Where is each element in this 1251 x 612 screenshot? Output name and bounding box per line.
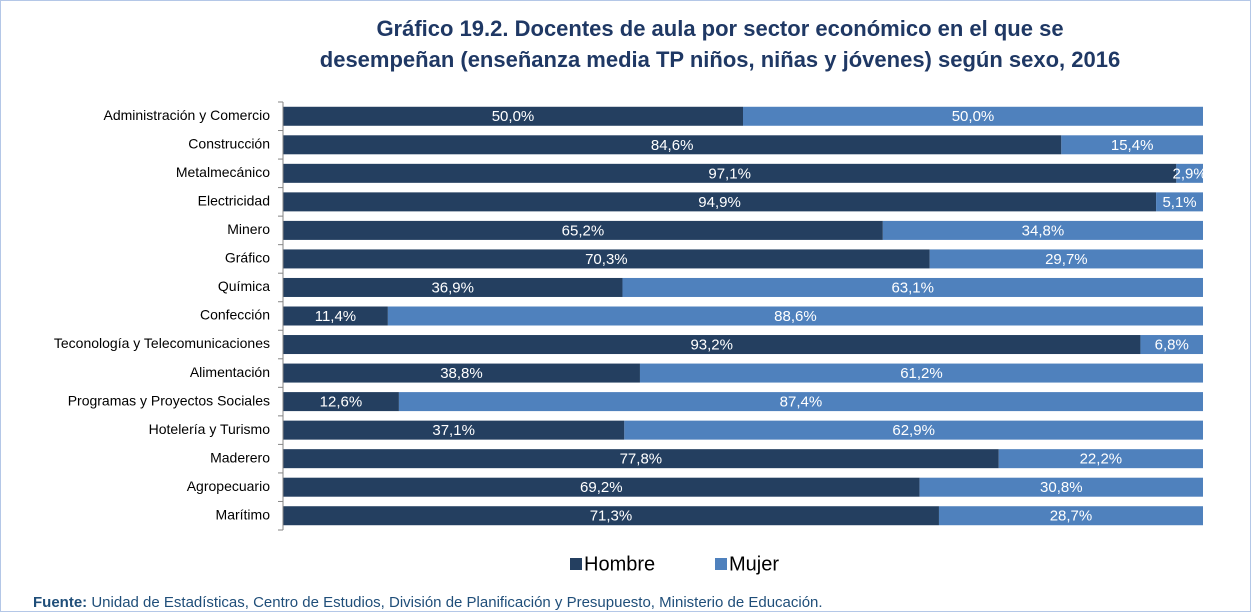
y-tick-label: Hotelería y Turismo	[149, 421, 271, 437]
bar-segment	[283, 163, 1177, 183]
data-label: 28,7%	[1050, 508, 1093, 525]
bar-segment	[398, 392, 1203, 412]
data-label: 88,6%	[774, 308, 817, 325]
data-label: 2,9%	[1173, 165, 1207, 182]
data-label: 50,0%	[952, 108, 995, 125]
bar-segment	[283, 277, 623, 297]
y-tick-label: Programas y Proyectos Sociales	[68, 392, 270, 408]
data-label: 87,4%	[780, 394, 823, 411]
data-label: 71,3%	[590, 508, 633, 525]
bar-segment	[283, 192, 1157, 212]
legend-label: Hombre	[584, 553, 655, 575]
y-tick-label: Construcción	[188, 136, 270, 152]
bar-segment	[882, 220, 1203, 240]
data-label: 97,1%	[708, 165, 751, 182]
bar-segment	[283, 249, 930, 269]
data-label: 84,6%	[651, 137, 694, 154]
y-tick-label: Gráfico	[225, 250, 270, 266]
y-tick-label: Administración y Comercio	[104, 107, 271, 123]
bar-segment	[1061, 135, 1203, 155]
bar-segment	[283, 363, 640, 383]
data-label: 77,8%	[620, 451, 663, 468]
legend-swatch	[715, 558, 727, 570]
source: Fuente: Unidad de Estadísticas, Centro d…	[33, 594, 823, 611]
chart-title: desempeñan (enseñanza media TP niños, ni…	[320, 47, 1120, 72]
data-label: 12,6%	[320, 394, 363, 411]
bar-segment	[283, 449, 999, 469]
data-label: 22,2%	[1080, 451, 1123, 468]
y-tick-label: Metalmecánico	[176, 164, 270, 180]
bar-segment	[283, 335, 1141, 355]
data-label: 69,2%	[580, 479, 623, 496]
data-label: 6,8%	[1155, 337, 1189, 354]
y-tick-label: Electricidad	[198, 193, 270, 209]
y-tick-label: Teconología y Telecomunicaciones	[54, 335, 270, 351]
bar-segment	[283, 106, 743, 126]
data-label: 94,9%	[698, 194, 741, 211]
legend-label: Mujer	[729, 553, 779, 575]
chart-title: Gráfico 19.2. Docentes de aula por secto…	[376, 16, 1063, 41]
y-tick-label: Confección	[200, 307, 270, 323]
data-label: 61,2%	[900, 365, 943, 382]
source-label: Fuente:	[33, 594, 87, 611]
y-tick-label: Minero	[227, 221, 270, 237]
data-label: 36,9%	[431, 279, 474, 296]
data-label: 63,1%	[891, 279, 934, 296]
y-tick-label: Agropecuario	[187, 478, 270, 494]
data-label: 29,7%	[1045, 251, 1088, 268]
bar-segment	[639, 363, 1203, 383]
bar-segment	[1156, 192, 1203, 212]
data-label: 15,4%	[1111, 137, 1154, 154]
data-label: 62,9%	[892, 422, 935, 439]
data-label: 93,2%	[690, 337, 733, 354]
data-label: 37,1%	[432, 422, 475, 439]
bar-segment	[387, 306, 1203, 326]
data-label: 50,0%	[492, 108, 535, 125]
bar-segment	[743, 106, 1203, 126]
data-label: 34,8%	[1022, 222, 1065, 239]
bar-segment	[283, 135, 1062, 155]
bar-segment	[1176, 163, 1203, 183]
bar-segment	[624, 420, 1203, 440]
bar-segment	[929, 249, 1203, 269]
bar-segment	[283, 506, 939, 526]
data-label: 11,4%	[315, 308, 356, 325]
y-tick-label: Maderero	[210, 449, 270, 465]
legend-swatch	[570, 558, 582, 570]
y-tick-label: Marítimo	[216, 506, 271, 522]
bar-segment	[938, 506, 1203, 526]
data-label: 70,3%	[585, 251, 628, 268]
bar-segment	[622, 277, 1203, 297]
bar-segment	[283, 477, 920, 497]
y-tick-label: Química	[218, 278, 270, 294]
bar-segment	[998, 449, 1203, 469]
y-tick-label: Alimentación	[190, 364, 270, 380]
source-text: Unidad de Estadísticas, Centro de Estudi…	[91, 594, 822, 611]
bar-segment	[283, 220, 883, 240]
bar-segment	[919, 477, 1203, 497]
bar-segment	[283, 392, 399, 412]
data-label: 38,8%	[440, 365, 483, 382]
bar-segment	[1140, 335, 1203, 355]
data-label: 30,8%	[1040, 479, 1083, 496]
bar-segment	[283, 306, 388, 326]
data-label: 65,2%	[562, 222, 605, 239]
data-label: 5,1%	[1162, 194, 1196, 211]
bar-segment	[283, 420, 625, 440]
